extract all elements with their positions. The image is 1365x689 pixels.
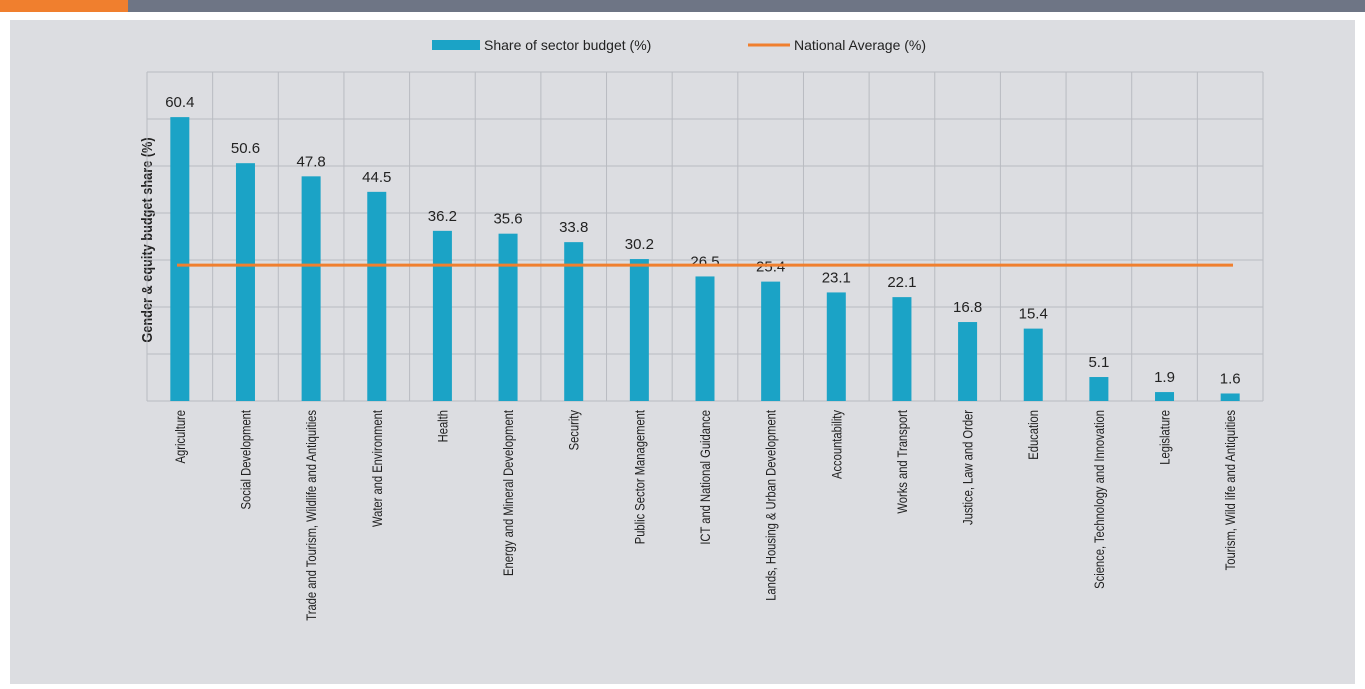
bar [1220, 393, 1240, 401]
x-tick-label: Education [1026, 410, 1041, 460]
bar [170, 117, 190, 402]
value-label: 47.8 [297, 153, 326, 170]
x-tick-label: Lands, Housing & Urban Development [763, 410, 778, 601]
bar [432, 230, 452, 401]
bar [695, 276, 715, 401]
value-label: 30.2 [625, 236, 654, 253]
bar [1155, 392, 1175, 401]
top-bar-accent [0, 0, 128, 12]
value-label: 16.8 [953, 299, 982, 316]
x-tick-label: ICT and National Guidance [698, 410, 713, 545]
value-label: 15.4 [1019, 306, 1048, 323]
value-label: 22.1 [887, 274, 916, 291]
top-bar [0, 0, 1365, 12]
legend-label: Share of sector budget (%) [484, 37, 651, 53]
x-tick-label: Public Sector Management [632, 410, 647, 545]
x-tick-label: Science, Technology and Innovation [1092, 410, 1107, 589]
bar [826, 292, 846, 401]
x-tick-label: Tourism, Wild life and Antiquities [1223, 410, 1238, 570]
bar [629, 259, 649, 401]
value-label: 60.4 [165, 94, 194, 111]
x-tick-label: Legislature [1157, 410, 1172, 465]
x-tick-label: Water and Environment [370, 410, 385, 527]
value-label: 23.1 [822, 269, 851, 286]
value-label: 1.6 [1220, 370, 1241, 387]
bar [958, 322, 978, 401]
x-tick-label: Agriculture [173, 410, 188, 463]
bar [564, 242, 584, 401]
value-label: 44.5 [362, 169, 391, 186]
value-label: 50.6 [231, 140, 260, 157]
bar [761, 281, 781, 401]
x-tick-label: Security [567, 409, 582, 450]
value-label: 33.8 [559, 219, 588, 236]
x-tick-label: Justice, Law and Order [960, 410, 975, 525]
value-label: 1.9 [1154, 369, 1175, 386]
value-label: 36.2 [428, 208, 457, 225]
bar [235, 163, 255, 401]
legend-swatch [432, 40, 480, 50]
x-tick-label: Trade and Tourism, Wildlife and Antiquit… [304, 410, 319, 621]
bar [1089, 377, 1109, 401]
value-label: 35.6 [493, 211, 522, 228]
legend-label: National Average (%) [794, 37, 926, 53]
bar [498, 233, 518, 401]
x-tick-label: Health [435, 410, 450, 442]
x-tick-label: Works and Transport [895, 410, 910, 514]
bar [367, 191, 387, 401]
value-label: 5.1 [1088, 354, 1109, 371]
x-tick-label: Energy and Mineral Development [501, 410, 516, 576]
bar [301, 176, 321, 401]
x-tick-label: Social Development [238, 410, 253, 510]
value-label: 26.5 [690, 253, 719, 270]
value-label: 25.4 [756, 259, 785, 276]
x-tick-label: Accountability [829, 409, 844, 479]
bar [1023, 328, 1043, 401]
panel [10, 20, 1355, 684]
bar [892, 297, 912, 401]
